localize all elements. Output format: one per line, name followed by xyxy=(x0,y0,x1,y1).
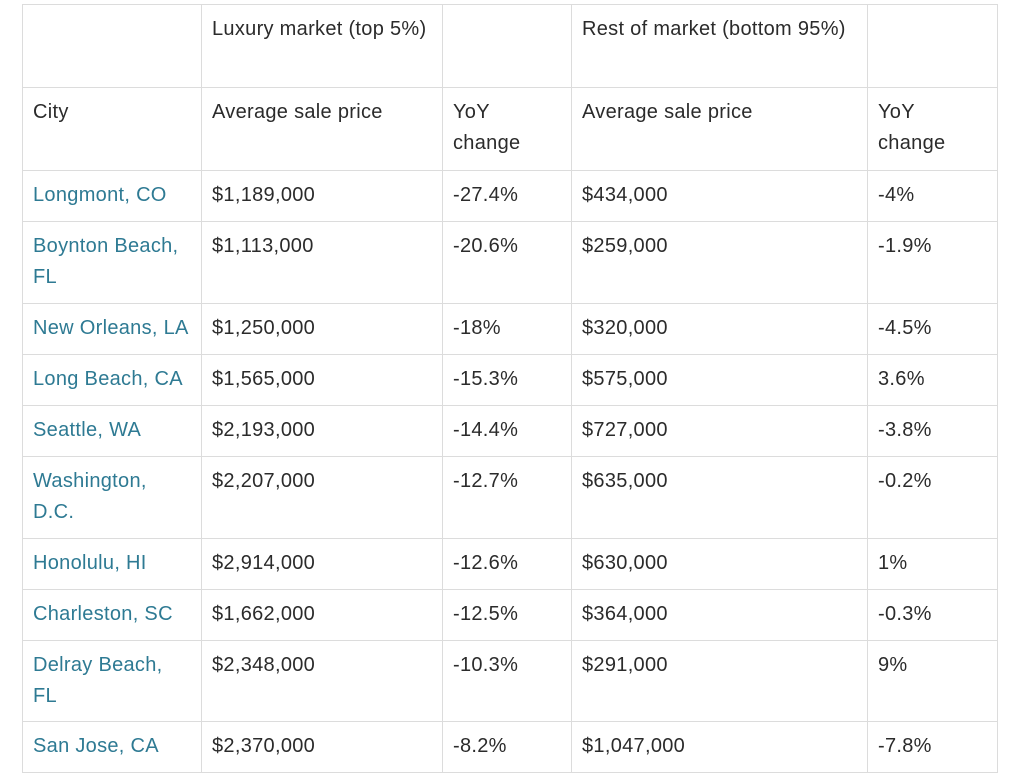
rest-price-cell: $434,000 xyxy=(571,170,868,222)
rest-price-cell: $727,000 xyxy=(571,405,868,457)
luxury-price-cell: $2,207,000 xyxy=(201,456,443,539)
rest-yoy-cell: -7.8% xyxy=(867,721,998,773)
rest-price-cell: $575,000 xyxy=(571,354,868,406)
luxury-yoy-cell: -12.7% xyxy=(442,456,572,539)
luxury-yoy-cell: -15.3% xyxy=(442,354,572,406)
rest-price-cell: $320,000 xyxy=(571,303,868,355)
rest-price-cell: $630,000 xyxy=(571,538,868,590)
table-row: Boynton Beach, FL $1,113,000 -20.6% $259… xyxy=(22,221,998,304)
group-header-blank xyxy=(442,4,572,88)
rest-yoy-cell: -4.5% xyxy=(867,303,998,355)
rest-price-cell: $291,000 xyxy=(571,640,868,722)
luxury-yoy-cell: -14.4% xyxy=(442,405,572,457)
luxury-price-cell: $2,370,000 xyxy=(201,721,443,773)
city-cell: Delray Beach, FL xyxy=(22,640,202,722)
luxury-price-cell: $2,193,000 xyxy=(201,405,443,457)
luxury-price-cell: $1,113,000 xyxy=(201,221,443,304)
column-header-rest-yoy: YoY change xyxy=(867,87,998,171)
luxury-yoy-cell: -10.3% xyxy=(442,640,572,722)
luxury-market-table: Luxury market (top 5%) Rest of market (b… xyxy=(22,4,998,773)
city-link[interactable]: Charleston, SC xyxy=(33,603,173,625)
rest-yoy-cell: -0.3% xyxy=(867,589,998,641)
table-row: Delray Beach, FL $2,348,000 -10.3% $291,… xyxy=(22,640,998,722)
city-cell: Seattle, WA xyxy=(22,405,202,457)
luxury-yoy-cell: -8.2% xyxy=(442,721,572,773)
luxury-yoy-cell: -12.6% xyxy=(442,538,572,590)
column-header-luxury-price: Average sale price xyxy=(201,87,443,171)
table-row: Longmont, CO $1,189,000 -27.4% $434,000 … xyxy=(22,170,998,222)
group-header-rest: Rest of market (bottom 95%) xyxy=(571,4,868,88)
rest-price-cell: $635,000 xyxy=(571,456,868,539)
city-link[interactable]: Washington, D.C. xyxy=(33,470,147,523)
luxury-yoy-cell: -18% xyxy=(442,303,572,355)
luxury-price-cell: $1,662,000 xyxy=(201,589,443,641)
column-header-rest-price: Average sale price xyxy=(571,87,868,171)
city-cell: Boynton Beach, FL xyxy=(22,221,202,304)
column-header-luxury-yoy: YoY change xyxy=(442,87,572,171)
rest-yoy-cell: 9% xyxy=(867,640,998,722)
rest-price-cell: $364,000 xyxy=(571,589,868,641)
group-header-luxury: Luxury market (top 5%) xyxy=(201,4,443,88)
group-header-row: Luxury market (top 5%) Rest of market (b… xyxy=(22,4,998,88)
rest-yoy-cell: -4% xyxy=(867,170,998,222)
luxury-yoy-cell: -12.5% xyxy=(442,589,572,641)
table-row: Long Beach, CA $1,565,000 -15.3% $575,00… xyxy=(22,354,998,406)
rest-price-cell: $1,047,000 xyxy=(571,721,868,773)
city-link[interactable]: Honolulu, HI xyxy=(33,552,147,574)
city-cell: Longmont, CO xyxy=(22,170,202,222)
column-header-city: City xyxy=(22,87,202,171)
city-cell: New Orleans, LA xyxy=(22,303,202,355)
city-link[interactable]: Seattle, WA xyxy=(33,419,142,441)
table-row: Washington, D.C. $2,207,000 -12.7% $635,… xyxy=(22,456,998,539)
rest-yoy-cell: -1.9% xyxy=(867,221,998,304)
city-link[interactable]: New Orleans, LA xyxy=(33,317,189,339)
rest-price-cell: $259,000 xyxy=(571,221,868,304)
luxury-yoy-cell: -27.4% xyxy=(442,170,572,222)
rest-yoy-cell: -3.8% xyxy=(867,405,998,457)
luxury-yoy-cell: -20.6% xyxy=(442,221,572,304)
luxury-price-cell: $1,250,000 xyxy=(201,303,443,355)
group-header-blank xyxy=(867,4,998,88)
table-row: San Jose, CA $2,370,000 -8.2% $1,047,000… xyxy=(22,721,998,773)
rest-yoy-cell: -0.2% xyxy=(867,456,998,539)
city-cell: San Jose, CA xyxy=(22,721,202,773)
city-cell: Honolulu, HI xyxy=(22,538,202,590)
table-row: New Orleans, LA $1,250,000 -18% $320,000… xyxy=(22,303,998,355)
luxury-price-cell: $1,565,000 xyxy=(201,354,443,406)
table-row: Honolulu, HI $2,914,000 -12.6% $630,000 … xyxy=(22,538,998,590)
city-cell: Long Beach, CA xyxy=(22,354,202,406)
luxury-price-cell: $2,914,000 xyxy=(201,538,443,590)
luxury-price-cell: $2,348,000 xyxy=(201,640,443,722)
city-link[interactable]: Longmont, CO xyxy=(33,184,167,206)
column-header-row: City Average sale price YoY change Avera… xyxy=(22,87,998,171)
city-link[interactable]: Long Beach, CA xyxy=(33,368,183,390)
group-header-blank xyxy=(22,4,202,88)
city-link[interactable]: San Jose, CA xyxy=(33,735,159,757)
city-link[interactable]: Boynton Beach, FL xyxy=(33,235,179,288)
city-cell: Washington, D.C. xyxy=(22,456,202,539)
table-container: Luxury market (top 5%) Rest of market (b… xyxy=(22,4,998,773)
city-link[interactable]: Delray Beach, FL xyxy=(33,654,163,707)
table-row: Charleston, SC $1,662,000 -12.5% $364,00… xyxy=(22,589,998,641)
luxury-price-cell: $1,189,000 xyxy=(201,170,443,222)
rest-yoy-cell: 1% xyxy=(867,538,998,590)
rest-yoy-cell: 3.6% xyxy=(867,354,998,406)
table-row: Seattle, WA $2,193,000 -14.4% $727,000 -… xyxy=(22,405,998,457)
city-cell: Charleston, SC xyxy=(22,589,202,641)
